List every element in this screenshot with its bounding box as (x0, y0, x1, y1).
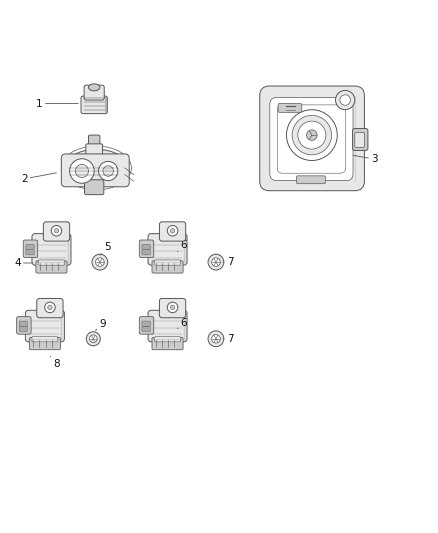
Ellipse shape (88, 84, 100, 91)
Circle shape (212, 258, 220, 266)
Circle shape (298, 121, 326, 149)
FancyBboxPatch shape (88, 135, 100, 162)
FancyBboxPatch shape (278, 103, 302, 112)
Circle shape (89, 335, 97, 343)
FancyBboxPatch shape (159, 222, 186, 241)
FancyBboxPatch shape (61, 154, 129, 187)
Circle shape (167, 225, 178, 236)
Circle shape (307, 130, 317, 140)
FancyBboxPatch shape (148, 310, 187, 342)
Circle shape (48, 305, 52, 310)
Circle shape (336, 91, 355, 110)
FancyBboxPatch shape (142, 249, 150, 255)
FancyBboxPatch shape (148, 233, 187, 265)
FancyBboxPatch shape (25, 310, 64, 342)
Circle shape (99, 161, 118, 181)
FancyBboxPatch shape (32, 336, 58, 342)
FancyBboxPatch shape (142, 321, 150, 326)
Text: 6: 6 (177, 318, 187, 329)
FancyBboxPatch shape (17, 317, 31, 334)
Circle shape (170, 305, 175, 310)
Text: 8: 8 (50, 356, 60, 369)
Circle shape (208, 331, 224, 346)
FancyBboxPatch shape (270, 98, 353, 181)
Circle shape (75, 165, 88, 177)
FancyBboxPatch shape (142, 245, 150, 249)
FancyBboxPatch shape (86, 144, 102, 157)
FancyBboxPatch shape (32, 233, 71, 265)
Text: 9: 9 (95, 319, 106, 330)
Text: 2: 2 (21, 173, 57, 184)
FancyBboxPatch shape (84, 85, 104, 100)
FancyBboxPatch shape (152, 261, 183, 273)
Circle shape (70, 159, 94, 183)
Text: 3: 3 (353, 154, 378, 164)
FancyBboxPatch shape (155, 336, 180, 342)
Text: 7: 7 (223, 257, 233, 267)
FancyBboxPatch shape (39, 260, 64, 265)
Circle shape (286, 110, 337, 160)
Circle shape (170, 229, 175, 233)
Text: 4: 4 (14, 258, 32, 268)
Circle shape (86, 332, 100, 346)
FancyBboxPatch shape (19, 321, 28, 326)
FancyBboxPatch shape (159, 298, 186, 318)
Circle shape (92, 254, 108, 270)
FancyBboxPatch shape (29, 337, 60, 350)
FancyBboxPatch shape (81, 96, 107, 114)
FancyBboxPatch shape (152, 337, 183, 350)
FancyBboxPatch shape (142, 326, 150, 332)
FancyBboxPatch shape (155, 260, 180, 265)
FancyBboxPatch shape (260, 86, 364, 191)
FancyBboxPatch shape (36, 261, 67, 273)
FancyBboxPatch shape (85, 180, 104, 195)
FancyBboxPatch shape (139, 317, 154, 334)
FancyBboxPatch shape (23, 240, 38, 257)
Ellipse shape (65, 149, 128, 187)
FancyBboxPatch shape (297, 176, 325, 184)
FancyBboxPatch shape (37, 298, 63, 318)
FancyBboxPatch shape (277, 105, 346, 173)
Text: 1: 1 (36, 99, 78, 109)
Circle shape (292, 115, 332, 155)
FancyBboxPatch shape (19, 326, 28, 332)
FancyBboxPatch shape (355, 133, 364, 147)
Text: 5: 5 (100, 242, 111, 255)
Circle shape (95, 258, 104, 266)
Circle shape (212, 334, 220, 343)
FancyBboxPatch shape (139, 240, 154, 257)
Circle shape (51, 225, 62, 236)
Text: 6: 6 (177, 240, 187, 252)
Circle shape (208, 254, 224, 270)
Circle shape (167, 302, 178, 313)
FancyBboxPatch shape (26, 249, 34, 255)
Circle shape (45, 302, 55, 313)
Circle shape (103, 166, 113, 176)
Text: 7: 7 (223, 334, 233, 344)
FancyBboxPatch shape (43, 222, 70, 241)
FancyBboxPatch shape (26, 245, 34, 249)
Circle shape (54, 229, 59, 233)
Circle shape (340, 95, 350, 106)
FancyBboxPatch shape (353, 128, 368, 150)
